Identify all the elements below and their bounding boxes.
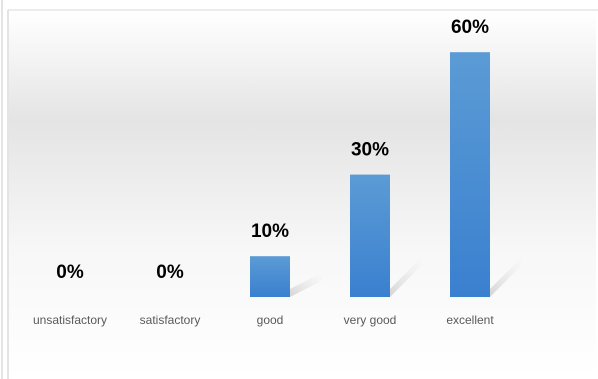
bar <box>350 174 390 297</box>
value-label: 30% <box>351 140 389 161</box>
value-label: 0% <box>56 262 84 283</box>
bar <box>250 256 290 297</box>
value-label: 10% <box>251 221 289 242</box>
bar-shadow <box>290 272 322 297</box>
value-label: 60% <box>451 17 489 38</box>
bar-shadow <box>390 257 422 297</box>
x-tick-label: satisfactory <box>140 313 201 327</box>
x-tick-label: good <box>257 313 284 327</box>
x-tick-label: excellent <box>446 313 494 327</box>
value-label: 0% <box>156 262 184 283</box>
plot-background <box>9 11 596 377</box>
x-tick-label: unsatisfactory <box>33 313 107 327</box>
x-tick-label: very good <box>344 313 397 327</box>
bar <box>450 52 490 298</box>
bar-shadow <box>490 257 522 297</box>
